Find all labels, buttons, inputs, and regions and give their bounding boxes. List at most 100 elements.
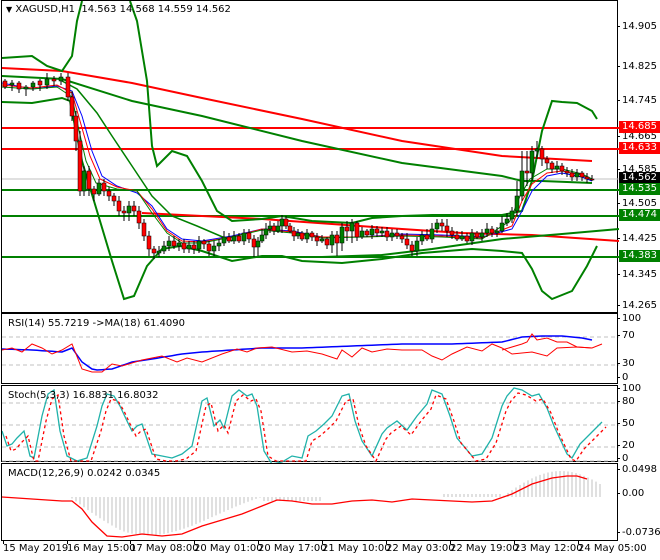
rsi-axis[interactable]: 100 70 30 0 [616, 313, 660, 384]
candle[interactable] [211, 245, 217, 252]
candle[interactable] [51, 78, 57, 82]
candle[interactable] [216, 242, 222, 247]
candle[interactable] [469, 232, 475, 242]
candle[interactable] [534, 148, 540, 152]
candle[interactable] [379, 230, 385, 234]
candle[interactable] [369, 228, 375, 236]
candle[interactable] [544, 158, 550, 164]
candle[interactable] [434, 222, 440, 230]
candle[interactable] [101, 182, 107, 192]
candle[interactable] [196, 240, 202, 250]
candle[interactable] [404, 238, 410, 246]
price-pane[interactable]: ▼ XAGUSD,H1 14.563 14.568 14.559 14.562 [1, 0, 619, 313]
candle[interactable] [409, 244, 415, 252]
candle[interactable] [30, 82, 36, 88]
candle[interactable] [319, 238, 325, 242]
candle[interactable] [166, 240, 172, 247]
candle[interactable] [334, 234, 340, 244]
candle[interactable] [106, 190, 112, 197]
candle[interactable] [156, 250, 162, 254]
candle[interactable] [96, 182, 102, 195]
candle[interactable] [474, 232, 480, 238]
candle[interactable] [514, 195, 520, 212]
candle[interactable] [81, 170, 87, 192]
candle[interactable] [559, 165, 565, 172]
candle[interactable] [136, 210, 142, 224]
candle[interactable] [584, 176, 590, 180]
candle[interactable] [364, 230, 370, 236]
candle[interactable] [141, 222, 147, 237]
candle[interactable] [58, 76, 64, 82]
candle[interactable] [121, 210, 127, 214]
candle[interactable] [579, 172, 585, 178]
candle[interactable] [454, 234, 460, 240]
candle[interactable] [304, 232, 310, 240]
candle[interactable] [414, 240, 420, 252]
candle[interactable] [444, 225, 450, 232]
candle[interactable] [241, 232, 247, 242]
candle[interactable] [399, 235, 405, 240]
candle[interactable] [484, 228, 490, 234]
candle[interactable] [309, 232, 315, 238]
candle[interactable] [251, 238, 257, 248]
macd-axis[interactable]: 0.0498 0.00 -0.0736 [616, 463, 660, 541]
candle[interactable] [161, 245, 167, 252]
candle[interactable] [314, 236, 320, 242]
candle[interactable] [146, 235, 152, 250]
candle[interactable] [263, 228, 269, 236]
candle[interactable] [246, 232, 252, 240]
rsi-pane[interactable]: RSI(14) 55.7219 ->MA(18) 61.4090 [1, 313, 619, 384]
candle[interactable] [389, 232, 395, 238]
candle[interactable] [489, 228, 495, 234]
candle[interactable] [259, 234, 265, 242]
candle[interactable] [324, 238, 330, 246]
candle[interactable] [424, 234, 430, 240]
candle[interactable] [429, 228, 435, 240]
collapse-triangle-icon[interactable]: ▼ [6, 5, 13, 14]
candle[interactable] [201, 240, 207, 245]
candle[interactable] [271, 225, 277, 232]
candle[interactable] [349, 222, 355, 232]
candle[interactable] [111, 195, 117, 202]
candle[interactable] [494, 230, 500, 234]
candle[interactable] [419, 234, 425, 242]
candle[interactable] [339, 226, 345, 244]
candle[interactable] [499, 222, 505, 232]
candle[interactable] [73, 115, 79, 142]
candle[interactable] [231, 235, 237, 242]
candle[interactable] [77, 140, 83, 192]
candle[interactable] [504, 218, 510, 224]
candle[interactable] [459, 235, 465, 240]
candle[interactable] [299, 232, 305, 240]
candle[interactable] [439, 222, 445, 227]
candle[interactable] [574, 172, 580, 178]
candle[interactable] [394, 232, 400, 237]
candle[interactable] [116, 200, 122, 212]
candle[interactable] [226, 236, 232, 242]
candle[interactable] [69, 96, 75, 117]
candle[interactable] [449, 230, 455, 236]
candle[interactable] [255, 240, 261, 248]
candle[interactable] [23, 86, 29, 90]
candle[interactable] [519, 170, 525, 197]
candle[interactable] [524, 170, 530, 174]
candle[interactable] [569, 172, 575, 178]
candle[interactable] [564, 170, 570, 174]
candle[interactable] [287, 225, 293, 232]
candle[interactable] [37, 80, 43, 86]
candle[interactable] [91, 188, 97, 195]
candle[interactable] [374, 228, 380, 234]
candle[interactable] [186, 244, 192, 250]
candle[interactable] [151, 248, 157, 254]
candle[interactable] [267, 225, 273, 230]
candle[interactable] [2, 80, 8, 88]
candle[interactable] [539, 148, 545, 160]
candle[interactable] [479, 232, 485, 238]
candle[interactable] [44, 78, 50, 86]
candle[interactable] [126, 205, 132, 214]
candle[interactable] [464, 235, 470, 242]
candle[interactable] [509, 210, 515, 220]
candle[interactable] [329, 234, 335, 246]
candle[interactable] [86, 170, 92, 190]
candle[interactable] [283, 218, 289, 227]
